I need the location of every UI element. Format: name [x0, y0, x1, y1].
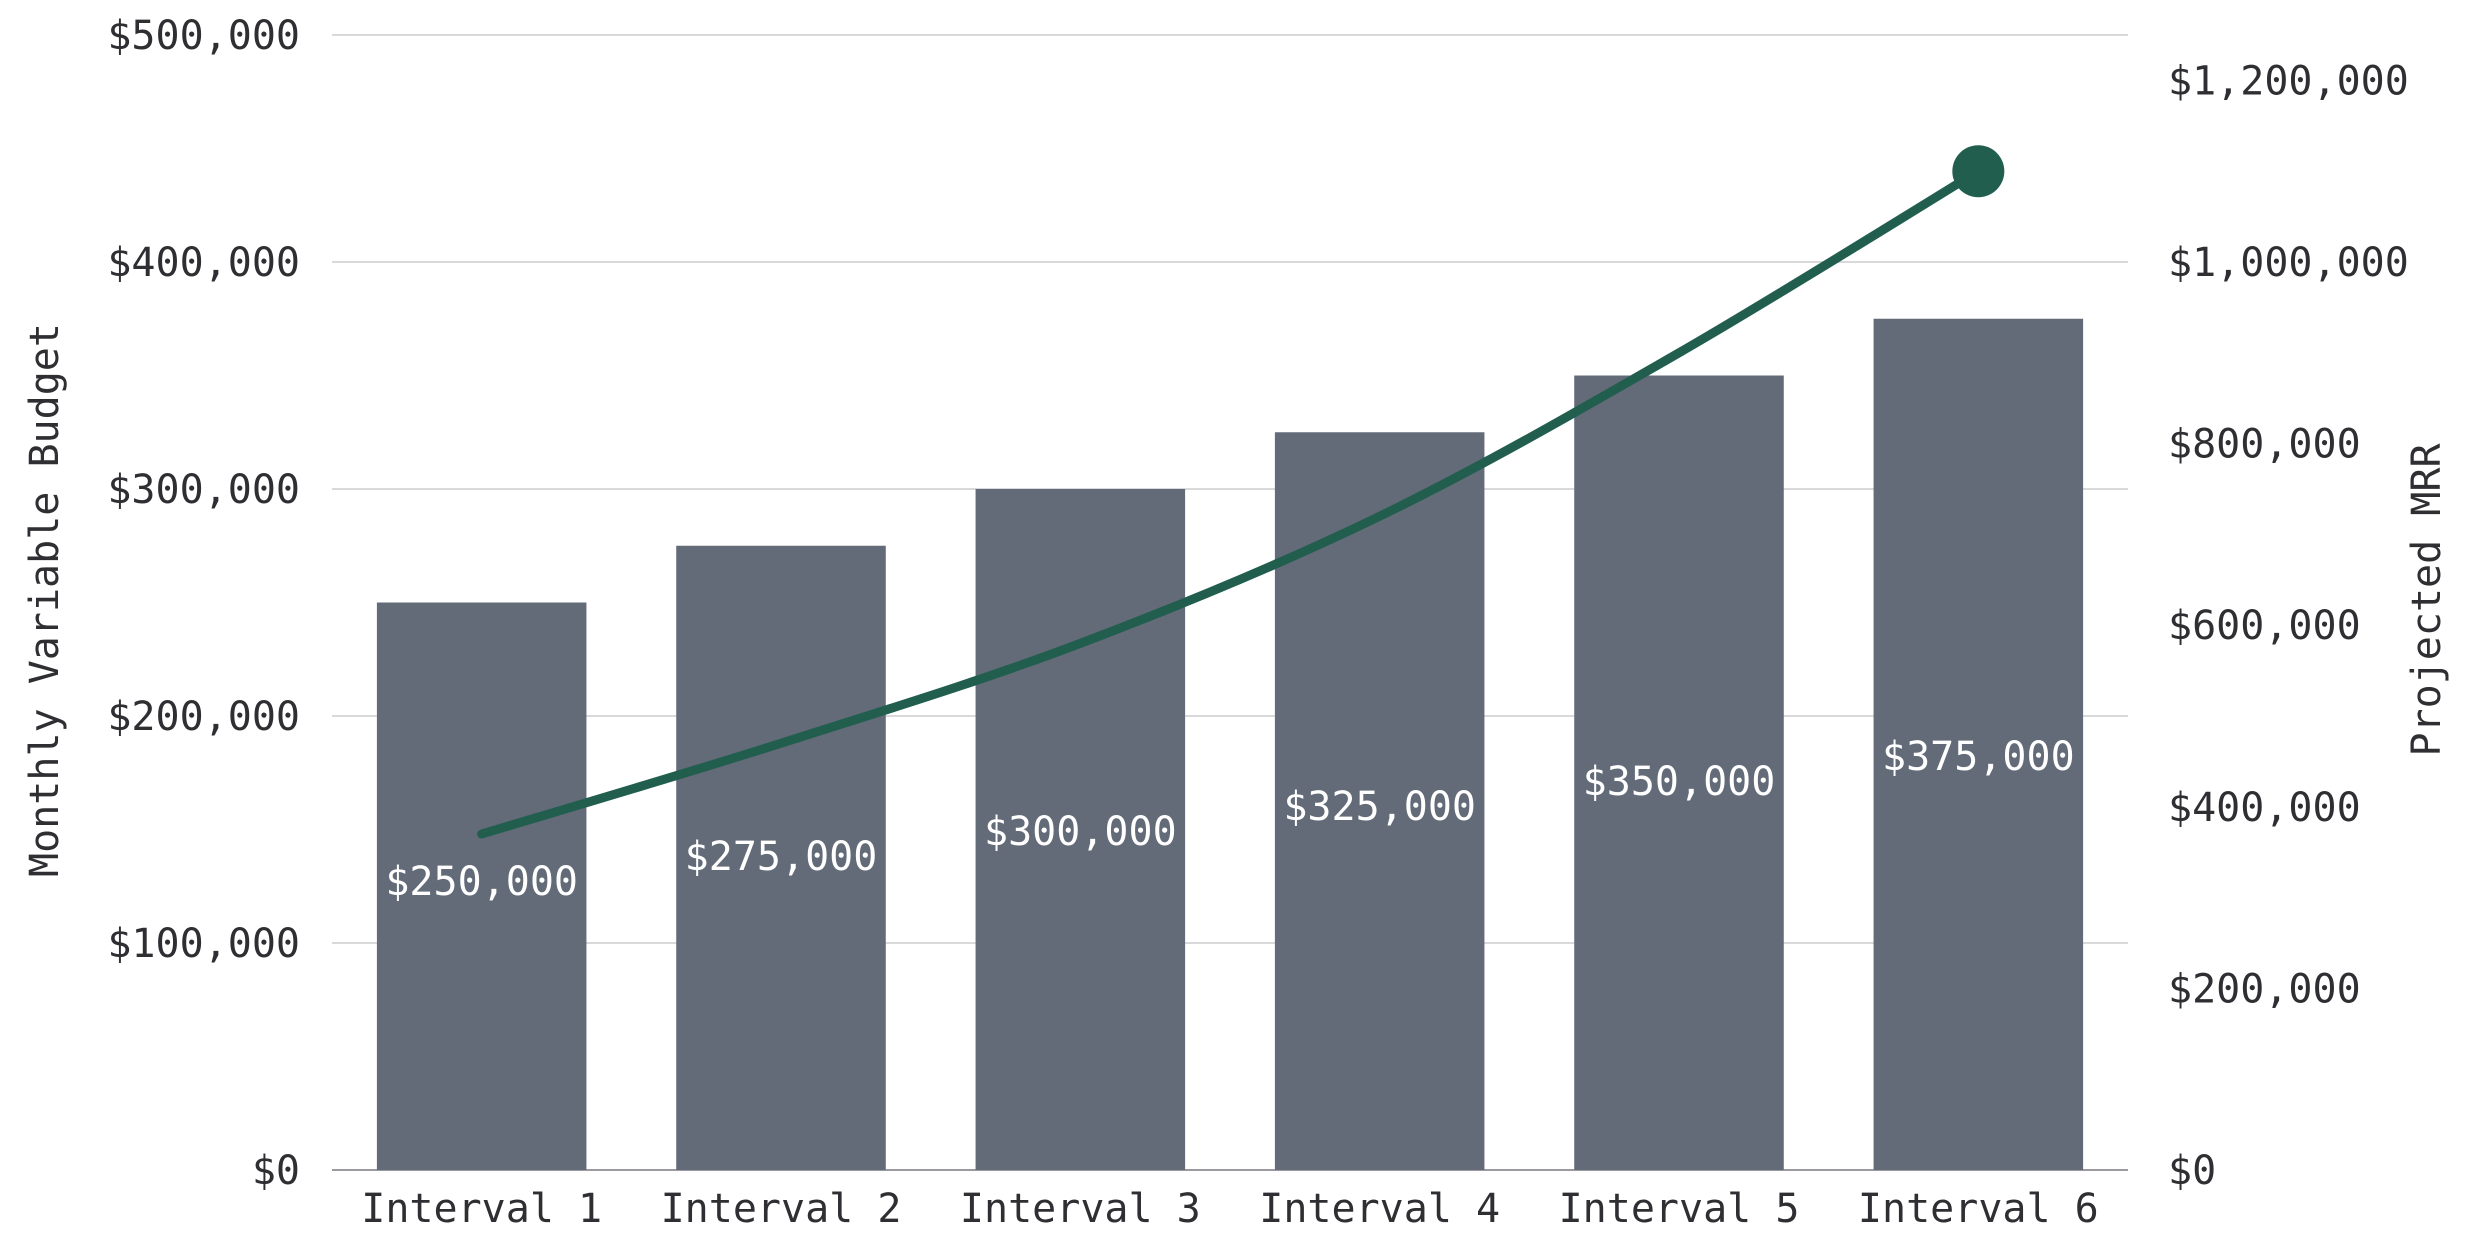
right-axis-tick-label: $1,200,000: [2168, 58, 2409, 104]
mrr-end-marker: [1952, 145, 2005, 198]
left-axis-tick-label: $500,000: [107, 13, 300, 59]
budget-bar: [1274, 432, 1485, 1170]
budget-bar: [376, 602, 587, 1170]
bar-data-label: $375,000: [1882, 734, 2075, 780]
right-axis-tick-label: $1,000,000: [2168, 240, 2409, 286]
left-axis-tick-label: $0: [252, 1148, 300, 1194]
x-axis-tick-label: Interval 4: [1259, 1186, 1500, 1232]
left-axis-tick-label: $200,000: [107, 694, 300, 740]
gridlines: [332, 34, 2128, 1171]
x-axis-tick-label: Interval 6: [1858, 1186, 2099, 1232]
budget-bar: [1574, 375, 1784, 1170]
budget-bars: [376, 318, 2084, 1170]
mrr-line-layer: [477, 145, 2005, 839]
right-axis-tick-label: $400,000: [2168, 785, 2361, 831]
x-axis-tick-label: Interval 3: [960, 1186, 1201, 1232]
bar-data-label: $325,000: [1283, 784, 1476, 830]
left-y-axis: $0 $100,000 $200,000 $300,000 $400,000 $500,0…: [107, 13, 300, 1194]
bar-data-label: $350,000: [1583, 759, 1776, 805]
right-axis-title: Projected MRR: [2404, 443, 2450, 757]
left-axis-tick-label: $300,000: [107, 467, 300, 513]
budget-bar: [676, 545, 886, 1170]
x-axis-tick-label: Interval 2: [661, 1186, 902, 1232]
left-axis-tick-label: $400,000: [107, 240, 300, 286]
mrr-line: [477, 166, 1983, 839]
bar-data-labels: $250,000 $275,000 $300,000 $325,000 $350,000…: [385, 734, 2074, 905]
bar-data-label: $300,000: [984, 809, 1177, 855]
right-axis-tick-label: $800,000: [2168, 422, 2361, 468]
x-axis-tick-label: Interval 5: [1559, 1186, 1800, 1232]
right-axis-tick-label: $600,000: [2168, 603, 2361, 649]
left-axis-title: Monthly Variable Budget: [22, 323, 68, 877]
right-axis-tick-label: $0: [2168, 1148, 2216, 1194]
bar-data-label: $250,000: [385, 859, 578, 905]
x-axis-tick-label: Interval 1: [361, 1186, 602, 1232]
right-y-axis: $0 $200,000 $400,000 $600,000 $800,000 $1,000…: [2168, 58, 2409, 1194]
left-axis-tick-label: $100,000: [107, 921, 300, 967]
right-axis-tick-label: $200,000: [2168, 966, 2361, 1012]
budget-bar: [975, 489, 1186, 1170]
x-axis: Interval 1 Interval 2 Interval 3 Interval 4…: [361, 1186, 2098, 1232]
bar-data-label: $275,000: [685, 834, 878, 880]
budget-bar: [1873, 318, 2084, 1170]
